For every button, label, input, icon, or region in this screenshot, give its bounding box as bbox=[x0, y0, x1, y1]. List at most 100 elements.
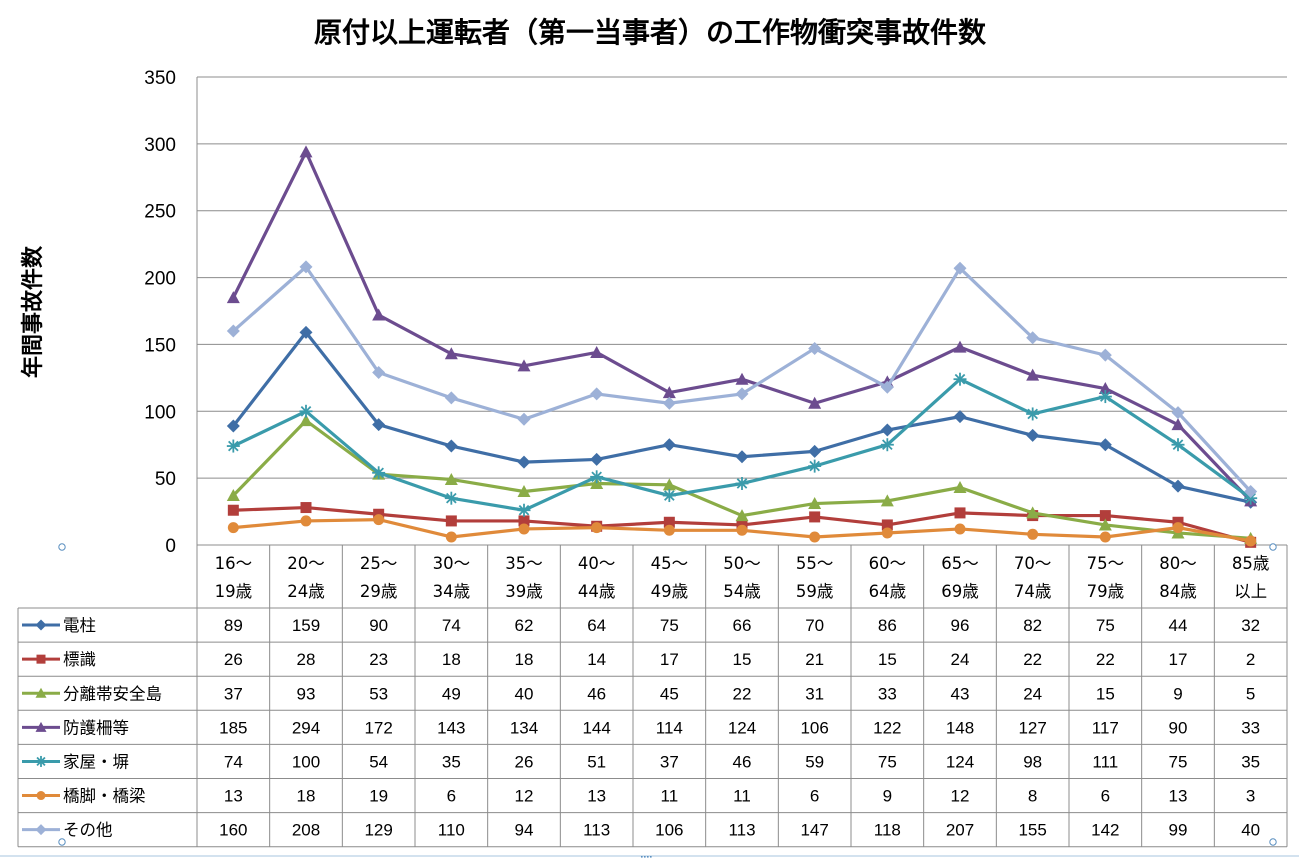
data-point bbox=[1026, 368, 1040, 381]
table-cell: 11 bbox=[733, 787, 751, 806]
table-cell: 51 bbox=[587, 752, 606, 771]
table-cell: 185 bbox=[219, 718, 247, 737]
x-tick-label: 45～ bbox=[651, 554, 689, 573]
table-cell: 15 bbox=[733, 650, 752, 669]
x-tick-label: 80～ bbox=[1159, 554, 1197, 573]
table-cell: 106 bbox=[655, 821, 683, 840]
data-point-stroke bbox=[36, 756, 46, 767]
x-tick-label: 60～ bbox=[869, 554, 907, 573]
table-cell: 59 bbox=[805, 752, 824, 771]
table-cell: 13 bbox=[1169, 787, 1188, 806]
table-cell: 113 bbox=[728, 821, 755, 840]
data-point bbox=[372, 418, 386, 432]
x-tick-label: 79歳 bbox=[1087, 582, 1125, 601]
table-cell: 147 bbox=[800, 821, 828, 840]
table-cell: 110 bbox=[438, 821, 465, 840]
data-point bbox=[1171, 418, 1185, 431]
x-tick-label: 74歳 bbox=[1014, 582, 1052, 601]
data-point bbox=[590, 345, 604, 358]
data-point-stroke bbox=[228, 440, 239, 452]
data-point bbox=[35, 824, 47, 836]
table-cell: 37 bbox=[224, 684, 243, 703]
table-cell: 86 bbox=[878, 616, 897, 635]
table-cell: 5 bbox=[1246, 684, 1255, 703]
data-point bbox=[809, 511, 821, 523]
resize-grip-dot bbox=[650, 856, 652, 858]
data-point bbox=[663, 524, 675, 536]
table-cell: 148 bbox=[946, 718, 974, 737]
table-cell: 93 bbox=[297, 684, 316, 703]
table-cell: 22 bbox=[1023, 650, 1042, 669]
data-point bbox=[299, 145, 313, 158]
x-tick-label: 85歳 bbox=[1232, 554, 1270, 573]
table-cell: 28 bbox=[297, 650, 316, 669]
data-point bbox=[1099, 531, 1111, 543]
data-point bbox=[1026, 407, 1040, 421]
data-point bbox=[1171, 438, 1185, 452]
data-point bbox=[954, 523, 966, 535]
series-防護柵等 bbox=[226, 145, 1258, 507]
data-point bbox=[517, 359, 531, 372]
data-point bbox=[1098, 518, 1112, 531]
table-cell: 124 bbox=[728, 718, 756, 737]
table-cell: 18 bbox=[515, 650, 534, 669]
table-cell: 64 bbox=[587, 616, 606, 635]
table-cell: 75 bbox=[878, 752, 897, 771]
x-tick-label: 50～ bbox=[723, 554, 761, 573]
table-cell: 22 bbox=[733, 684, 752, 703]
x-tick-label: 30～ bbox=[433, 554, 471, 573]
data-point bbox=[518, 515, 530, 527]
table-cell: 207 bbox=[946, 821, 974, 840]
x-tick-label: 69歳 bbox=[941, 582, 979, 601]
table-cell: 24 bbox=[1023, 684, 1042, 703]
resize-grip-dot bbox=[641, 856, 643, 858]
data-point-stroke bbox=[1100, 391, 1111, 402]
data-point-stroke bbox=[1027, 408, 1038, 420]
table-cell: 6 bbox=[810, 787, 819, 806]
data-point bbox=[372, 366, 386, 380]
table-cell: 26 bbox=[224, 650, 243, 669]
data-point bbox=[808, 497, 822, 510]
data-point bbox=[662, 478, 676, 491]
table-cell: 35 bbox=[442, 752, 461, 771]
data-point bbox=[300, 515, 312, 527]
y-axis-label: 年間事故件数 bbox=[20, 245, 46, 378]
data-point bbox=[1172, 522, 1184, 534]
table-cell: 89 bbox=[224, 616, 243, 635]
table-cell: 70 bbox=[805, 616, 824, 635]
data-point bbox=[735, 387, 749, 401]
table-cell: 75 bbox=[1169, 752, 1188, 771]
data-point bbox=[226, 324, 240, 338]
x-tick-label: 55～ bbox=[796, 554, 834, 573]
table-cell: 90 bbox=[1169, 718, 1188, 737]
data-point bbox=[517, 412, 531, 426]
table-cell: 134 bbox=[510, 718, 538, 737]
data-point bbox=[808, 341, 822, 355]
data-point bbox=[226, 489, 240, 502]
table-cell: 24 bbox=[951, 650, 970, 669]
table-cell: 40 bbox=[1241, 821, 1260, 840]
resize-grip-dot bbox=[644, 856, 646, 858]
data-point bbox=[662, 396, 676, 410]
data-point bbox=[809, 531, 821, 543]
table-cell: 159 bbox=[292, 616, 320, 635]
data-point bbox=[954, 507, 966, 519]
table-cell: 44 bbox=[1169, 616, 1188, 635]
table-cell: 160 bbox=[219, 821, 247, 840]
table-cell: 9 bbox=[1173, 684, 1182, 703]
data-point bbox=[444, 439, 458, 453]
data-point bbox=[1171, 406, 1185, 420]
x-tick-label: 以上 bbox=[1234, 582, 1267, 601]
data-point bbox=[1027, 528, 1039, 540]
table-cell: 35 bbox=[1241, 752, 1260, 771]
legend-label: 電柱 bbox=[63, 616, 96, 635]
table-cell: 294 bbox=[292, 718, 320, 737]
data-point bbox=[226, 419, 240, 433]
data-point bbox=[226, 439, 240, 453]
data-point bbox=[953, 372, 967, 386]
data-point bbox=[299, 404, 313, 418]
legend-label: 分離帯安全島 bbox=[63, 684, 162, 703]
data-point bbox=[1098, 390, 1112, 404]
data-point bbox=[1098, 438, 1112, 452]
table-cell: 8 bbox=[1028, 787, 1037, 806]
